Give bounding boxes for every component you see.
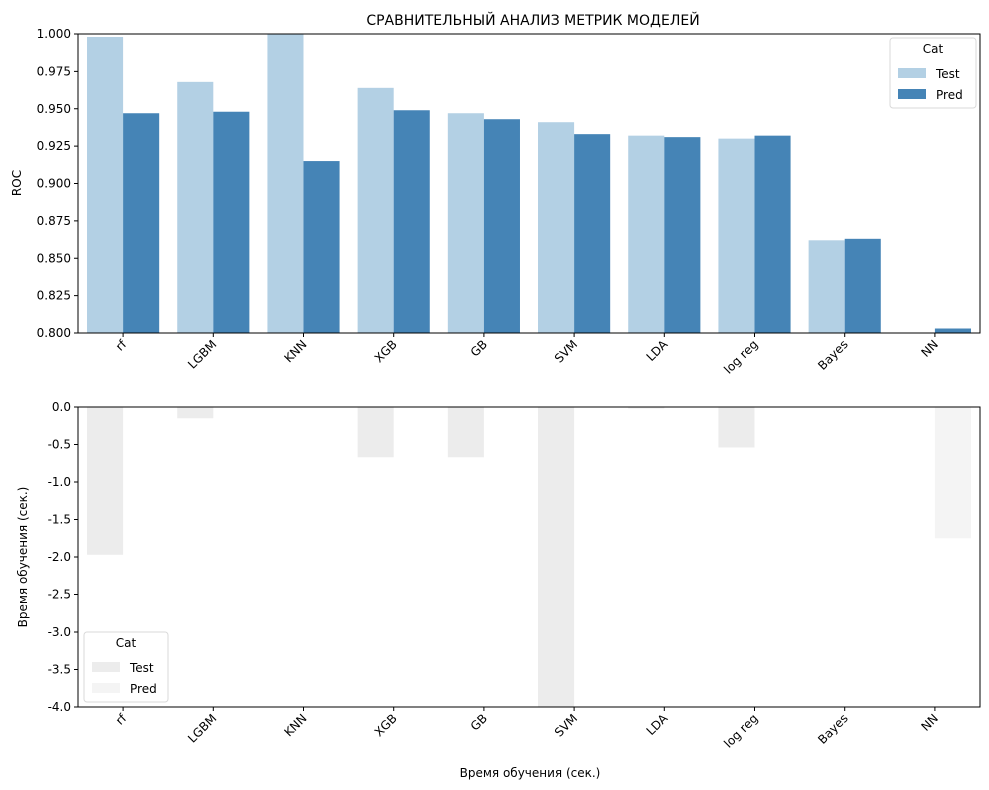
chart-title: СРАВНИТЕЛЬНЫЙ АНАЛИЗ МЕТРИК МОДЕЛЕЙ bbox=[366, 11, 699, 29]
bar-pred-svm bbox=[574, 134, 611, 333]
y-tick-label: -2.0 bbox=[48, 550, 71, 564]
bar-test-svm bbox=[538, 122, 575, 333]
x-tick-label: LGBM bbox=[185, 711, 219, 745]
x-tick-label: log reg bbox=[721, 337, 760, 376]
y-tick-label: 0.975 bbox=[37, 64, 71, 78]
y-tick-label: 0.0 bbox=[52, 400, 71, 414]
x-tick-label: GB bbox=[468, 711, 490, 733]
bar-test-knn bbox=[267, 34, 304, 333]
legend-label: Test bbox=[935, 67, 960, 81]
x-tick-label: SVM bbox=[552, 711, 580, 739]
legend-swatch bbox=[92, 662, 120, 672]
bar-pred-knn bbox=[303, 161, 340, 333]
bar-pred-nn bbox=[934, 328, 971, 333]
y-tick-label: -4.0 bbox=[48, 700, 71, 714]
bars bbox=[87, 34, 971, 333]
x-tick-label: SVM bbox=[552, 337, 580, 365]
bar-pred-lda bbox=[664, 137, 701, 333]
bar-test-rf bbox=[87, 36, 124, 333]
bar-test-svm bbox=[538, 407, 575, 707]
legend-title: Cat bbox=[116, 636, 137, 650]
x-tick-label: LGBM bbox=[185, 337, 219, 371]
x-tick-label: XGB bbox=[372, 711, 400, 739]
bar-pred-bayes bbox=[844, 238, 881, 333]
x-tick-label: GB bbox=[468, 337, 490, 359]
y-tick-label: 0.800 bbox=[37, 326, 71, 340]
x-tick-label: KNN bbox=[281, 711, 309, 739]
bar-test-rf bbox=[87, 407, 124, 555]
bar-pred-xgb bbox=[393, 110, 430, 333]
y-tick-label: -3.0 bbox=[48, 625, 71, 639]
bar-test-xgb bbox=[357, 87, 394, 333]
x-axis-label: Время обучения (сек.) bbox=[460, 766, 601, 780]
bar-pred-gb bbox=[483, 119, 520, 333]
bar-pred-log-reg bbox=[754, 135, 791, 333]
axes-frame bbox=[77, 406, 981, 708]
bar-pred-nn bbox=[934, 407, 971, 539]
bar-test-log-reg bbox=[718, 407, 755, 448]
x-tick-label: Bayes bbox=[815, 337, 851, 373]
x-tick-label: rf bbox=[113, 337, 130, 354]
x-tick-label: Bayes bbox=[815, 711, 851, 747]
y-tick-label: 0.825 bbox=[37, 289, 71, 303]
x-tick-label: KNN bbox=[281, 337, 309, 365]
legend-swatch bbox=[898, 89, 926, 99]
legend-swatch bbox=[898, 68, 926, 78]
x-tick-label: NN bbox=[918, 711, 941, 734]
x-tick-label: LDA bbox=[644, 711, 671, 738]
bar-pred-rf bbox=[123, 113, 160, 333]
roc-plot: 0.800 0.825 0.850 0.875 0.900 0.925 0.950 0.975… bbox=[37, 27, 981, 377]
legend: Cat Test Pred bbox=[83, 631, 169, 703]
bar-pred-lgbm bbox=[213, 111, 250, 333]
bar-test-gb bbox=[447, 407, 484, 458]
x-tick-label: LDA bbox=[644, 337, 671, 364]
y-tick-label: -1.0 bbox=[48, 475, 71, 489]
y-tick-label: 0.875 bbox=[37, 214, 71, 228]
training-time-plot: -4.0 -3.5 -3.0 -2.5 -2.0 -1.5 -1.0 -0.5 0.0 rf LGB… bbox=[48, 400, 981, 751]
y-tick-label: 0.850 bbox=[37, 251, 71, 265]
bar-test-lda bbox=[628, 135, 665, 333]
legend-label: Test bbox=[129, 661, 154, 675]
legend-swatch bbox=[92, 683, 120, 693]
legend-label: Pred bbox=[130, 682, 157, 696]
y-tick-label: -0.5 bbox=[48, 438, 71, 452]
x-tick-label: NN bbox=[918, 337, 941, 360]
x-tick-label: rf bbox=[113, 711, 130, 728]
bar-test-gb bbox=[447, 113, 484, 333]
y-tick-label: 0.950 bbox=[37, 102, 71, 116]
y-axis-label: ROC bbox=[10, 170, 24, 196]
x-tick-label: XGB bbox=[372, 337, 400, 365]
bar-test-lda bbox=[628, 407, 665, 409]
bar-test-lgbm bbox=[177, 407, 214, 419]
y-axis-label: Время обучения (сек.) bbox=[16, 487, 30, 628]
y-tick-label: 0.900 bbox=[37, 177, 71, 191]
legend: Cat Test Pred bbox=[889, 37, 977, 109]
bars bbox=[87, 407, 971, 707]
y-tick-label: -3.5 bbox=[48, 663, 71, 677]
bar-test-lgbm bbox=[177, 81, 214, 333]
bar-test-bayes bbox=[808, 240, 845, 333]
legend-title: Cat bbox=[923, 42, 944, 56]
y-tick-label: 0.925 bbox=[37, 139, 71, 153]
bar-test-log-reg bbox=[718, 138, 755, 333]
bar-test-xgb bbox=[357, 407, 394, 458]
y-tick-label: -2.5 bbox=[48, 588, 71, 602]
y-tick-label: -1.5 bbox=[48, 513, 71, 527]
x-tick-label: log reg bbox=[721, 711, 760, 750]
legend-label: Pred bbox=[936, 88, 963, 102]
y-tick-label: 1.000 bbox=[37, 27, 71, 41]
